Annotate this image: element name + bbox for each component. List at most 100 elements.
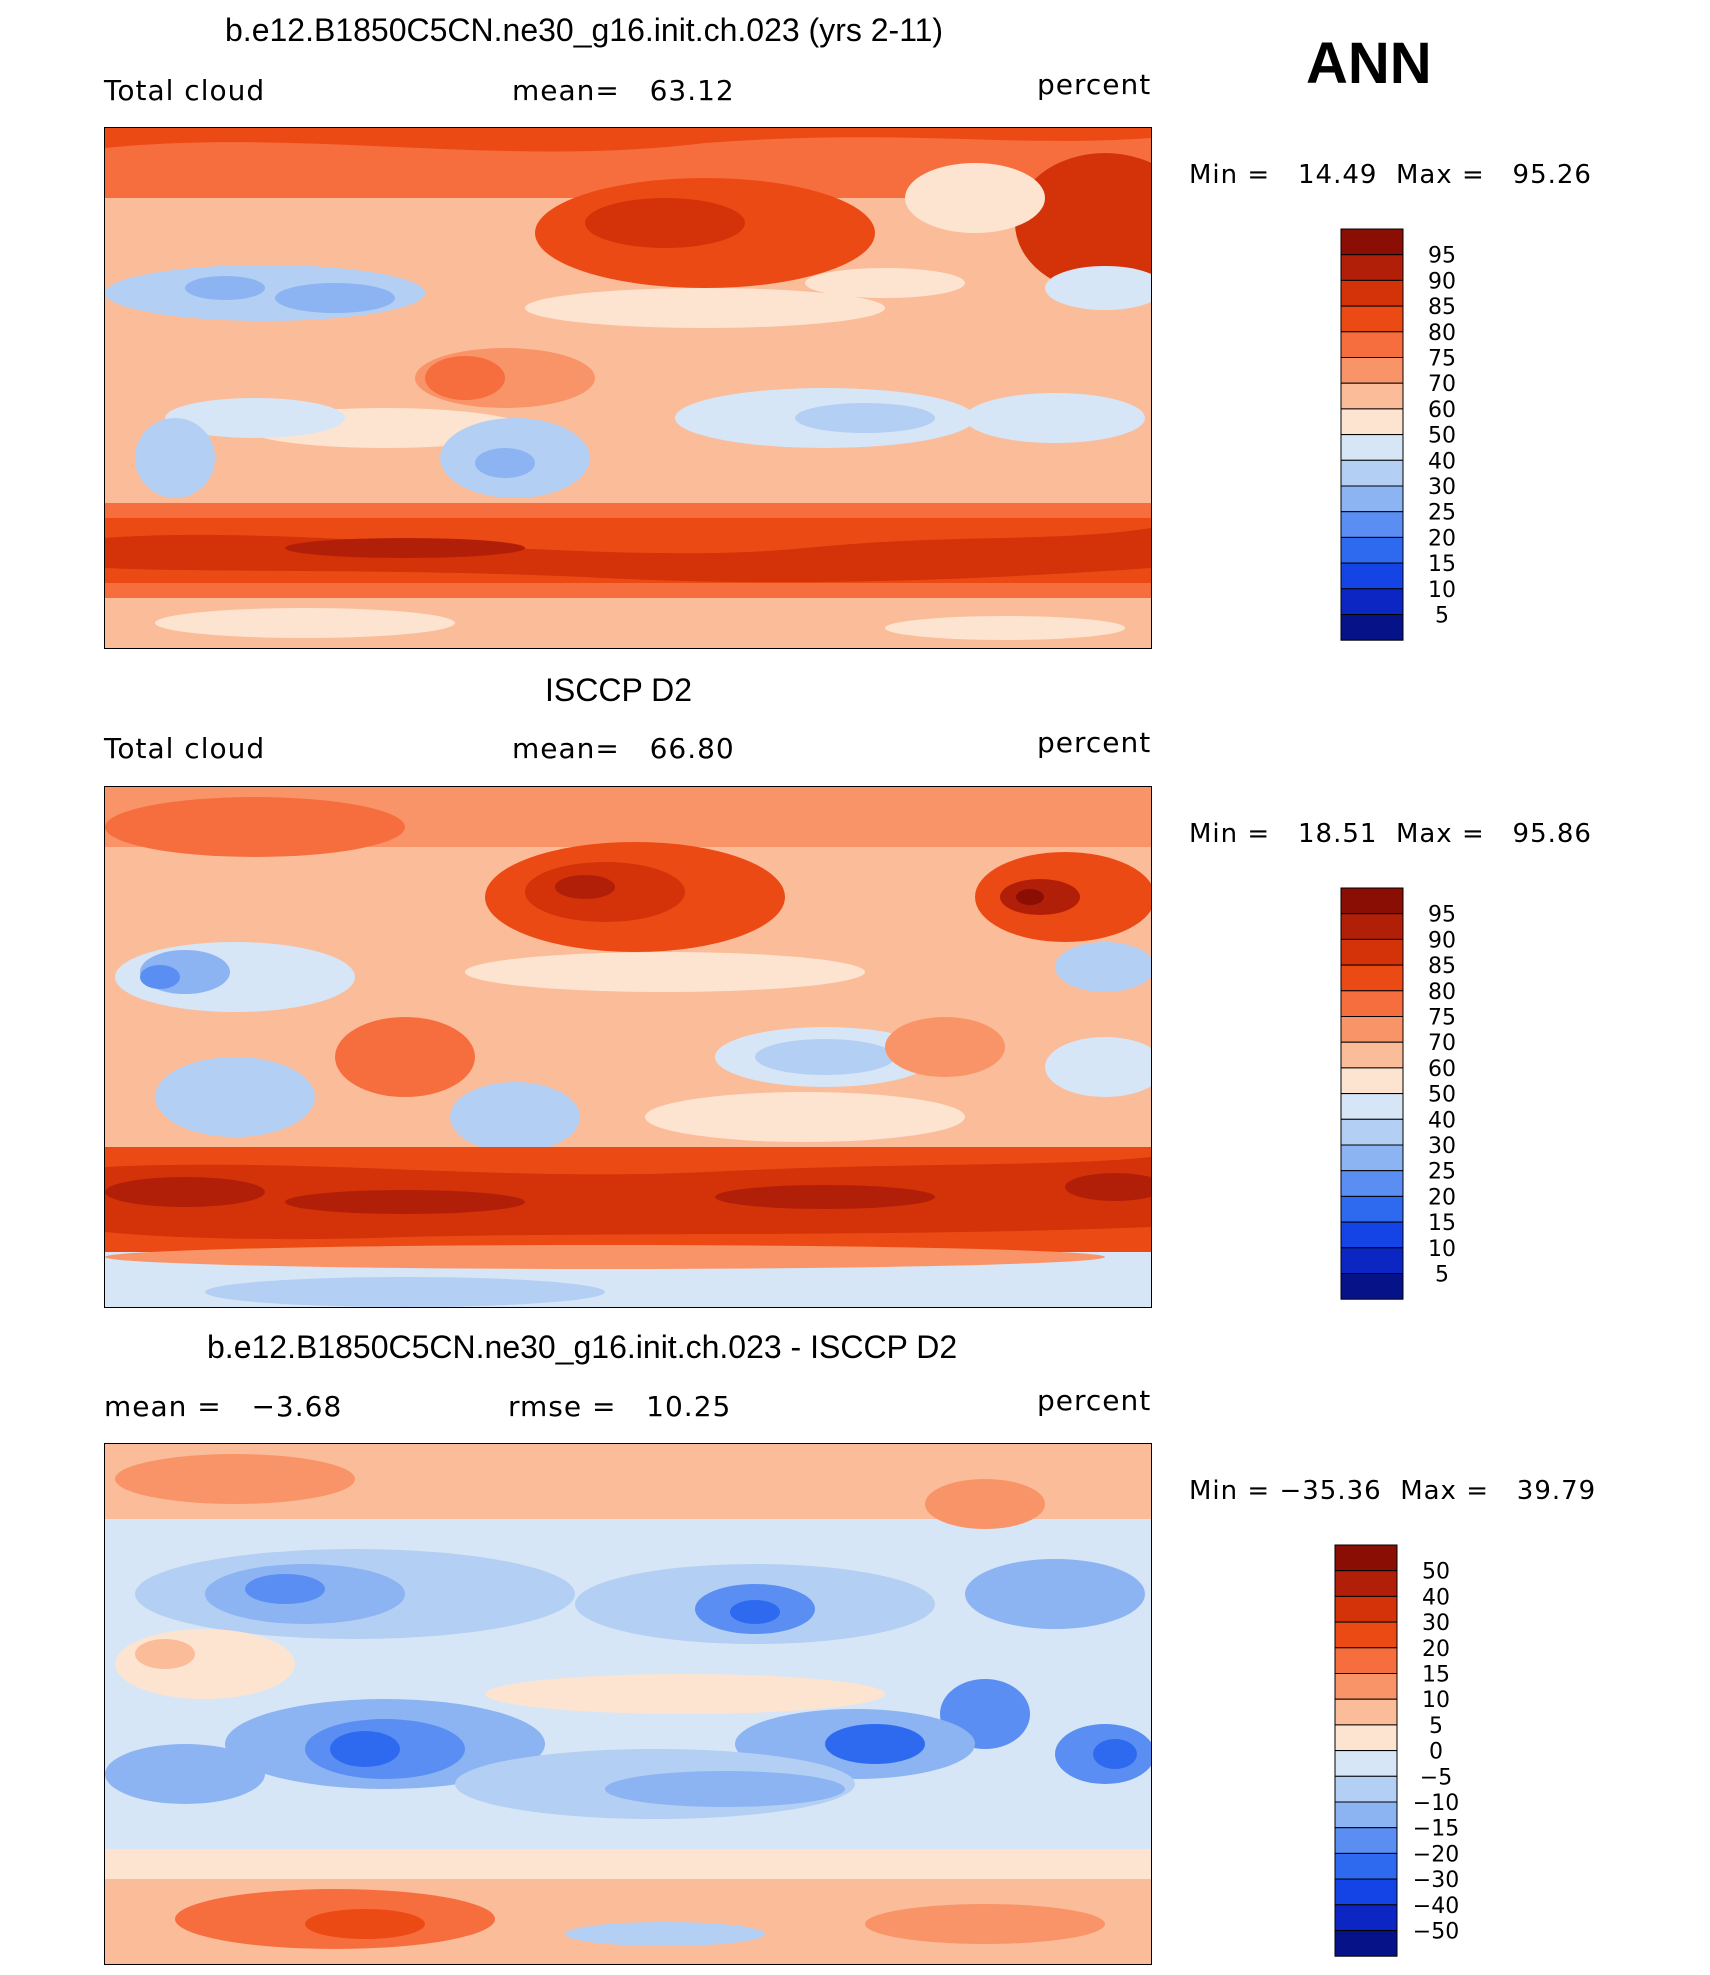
colorbar-swatch <box>1334 1904 1398 1931</box>
colorbar-swatch <box>1340 434 1404 461</box>
colorbar-swatch <box>1340 938 1404 966</box>
colorbar-tick-label: 80 <box>1428 980 1456 1005</box>
panel-2-minmax: Min = 18.51 Max = 95.86 <box>1189 819 1592 849</box>
panel-3-map <box>104 1443 1152 1965</box>
colorbar-tick-label: 85 <box>1428 954 1456 979</box>
colorbar-tick-label: 50 <box>1428 1083 1456 1108</box>
colorbar-swatch <box>1334 1852 1398 1880</box>
season-label: ANN <box>1306 31 1432 96</box>
panel-1-variable-label: Total cloud <box>104 74 266 107</box>
colorbar-tick-label: −30 <box>1413 1868 1459 1893</box>
colorbar-swatch <box>1340 305 1404 333</box>
colorbar-swatch <box>1340 536 1404 564</box>
colorbar-tick-label: 30 <box>1428 1134 1456 1159</box>
colorbar-swatch <box>1334 1775 1398 1803</box>
panel-1-minmax: Min = 14.49 Max = 95.26 <box>1189 160 1592 190</box>
panel-3-mean-label: mean = −3.68 <box>104 1390 343 1423</box>
colorbar-swatch <box>1340 254 1404 281</box>
colorbar-tick-label: 80 <box>1428 321 1456 346</box>
colorbar-swatch <box>1340 887 1404 915</box>
colorbar-swatch <box>1340 1247 1404 1274</box>
panel-1-units-label: percent <box>1037 68 1152 101</box>
colorbar-swatch <box>1340 614 1404 641</box>
colorbar-swatch <box>1340 331 1404 359</box>
colorbar-swatch <box>1334 1647 1398 1675</box>
colorbar-tick-label: 10 <box>1428 1237 1456 1262</box>
panel-3-units-label: percent <box>1037 1384 1152 1417</box>
colorbar-swatch <box>1340 511 1404 538</box>
colorbar-tick-label: 95 <box>1428 244 1456 269</box>
colorbar-tick-label: 25 <box>1428 501 1456 526</box>
colorbar-swatch <box>1340 1067 1404 1095</box>
colorbar-swatch <box>1340 357 1404 384</box>
colorbar-swatch <box>1340 562 1404 590</box>
colorbar-swatch <box>1340 485 1404 513</box>
colorbar-tick-label: 10 <box>1422 1688 1450 1713</box>
colorbar-tick-label: −15 <box>1413 1817 1459 1842</box>
colorbar-tick-label: 90 <box>1428 269 1456 294</box>
colorbar-swatch <box>1340 1118 1404 1146</box>
colorbar-tick-label: 75 <box>1428 1006 1456 1031</box>
colorbar-tick-label: 30 <box>1428 475 1456 500</box>
colorbar-tick-label: 50 <box>1422 1560 1450 1585</box>
colorbar-swatch <box>1340 1016 1404 1043</box>
panel-2-map <box>104 786 1152 1308</box>
colorbar-tick-label: 70 <box>1428 372 1456 397</box>
colorbar-tick-label: 85 <box>1428 295 1456 320</box>
colorbar-swatch <box>1340 1041 1404 1069</box>
colorbar-swatch <box>1340 1273 1404 1300</box>
panel-2-title: ISCCP D2 <box>545 672 693 708</box>
colorbar-swatch <box>1340 408 1404 436</box>
panel-1-map <box>104 127 1152 649</box>
colorbar-swatch <box>1340 990 1404 1018</box>
colorbar-tick-label: −50 <box>1413 1920 1459 1945</box>
colorbar-tick-label: 60 <box>1428 398 1456 423</box>
colorbar-tick-label: −40 <box>1413 1894 1459 1919</box>
colorbar-swatch <box>1334 1570 1398 1597</box>
colorbar-tick-label: 25 <box>1428 1160 1456 1185</box>
colorbar-tick-label: 10 <box>1428 578 1456 603</box>
colorbar-tick-label: 15 <box>1428 552 1456 577</box>
colorbar-swatch <box>1334 1724 1398 1752</box>
colorbar-swatch <box>1340 913 1404 940</box>
colorbar-swatch <box>1334 1698 1398 1726</box>
colorbar-tick-label: 40 <box>1428 449 1456 474</box>
panel-2-variable-label: Total cloud <box>104 732 266 765</box>
panel-2-units-label: percent <box>1037 726 1152 759</box>
colorbar-swatch <box>1334 1750 1398 1777</box>
colorbar-swatch <box>1334 1621 1398 1649</box>
colorbar-swatch <box>1334 1878 1398 1906</box>
colorbar-swatch <box>1340 588 1404 615</box>
colorbar-tick-label: 15 <box>1422 1663 1450 1688</box>
panel-3-minmax: Min = −35.36 Max = 39.79 <box>1189 1476 1597 1506</box>
colorbar-tick-label: 20 <box>1428 526 1456 551</box>
colorbar-swatch <box>1334 1544 1398 1572</box>
panel-2-colorbar: 95 90 85 80 75 70 60 50 40 30 25 20 15 10 5 <box>1340 887 1480 1308</box>
colorbar-tick-label: 40 <box>1422 1585 1450 1610</box>
colorbar-tick-label: 60 <box>1428 1057 1456 1082</box>
colorbar-swatch <box>1340 228 1404 256</box>
colorbar-swatch <box>1334 1930 1398 1957</box>
colorbar-tick-label: 40 <box>1428 1108 1456 1133</box>
colorbar-tick-label: −5 <box>1420 1765 1452 1790</box>
colorbar-tick-label: −20 <box>1413 1842 1459 1867</box>
colorbar-tick-label: 50 <box>1428 424 1456 449</box>
panel-1-mean-label: mean= 63.12 <box>512 74 735 107</box>
colorbar-tick-label: −10 <box>1413 1791 1459 1816</box>
colorbar-tick-label: 90 <box>1428 928 1456 953</box>
panel-3-colorbar: 50 40 30 20 15 10 5 0 −5 −10 −15 −20 −30 −40 −50 <box>1334 1544 1474 1965</box>
colorbar-swatch <box>1340 459 1404 487</box>
colorbar-tick-label: 5 <box>1429 1714 1443 1739</box>
colorbar-swatch <box>1334 1595 1398 1623</box>
colorbar-tick-label: 0 <box>1429 1740 1443 1765</box>
colorbar-tick-label: 95 <box>1428 903 1456 928</box>
colorbar-tick-label: 75 <box>1428 347 1456 372</box>
colorbar-swatch <box>1340 964 1404 992</box>
panel-3-title: b.e12.B1850C5CN.ne30_g16.init.ch.023 - I… <box>207 1329 958 1365</box>
panel-2-mean-label: mean= 66.80 <box>512 732 735 765</box>
colorbar-tick-label: 30 <box>1422 1611 1450 1636</box>
panel-1-colorbar: 95 90 85 80 75 70 60 50 40 30 25 20 15 10 5 <box>1340 228 1480 649</box>
colorbar-swatch <box>1334 1827 1398 1854</box>
